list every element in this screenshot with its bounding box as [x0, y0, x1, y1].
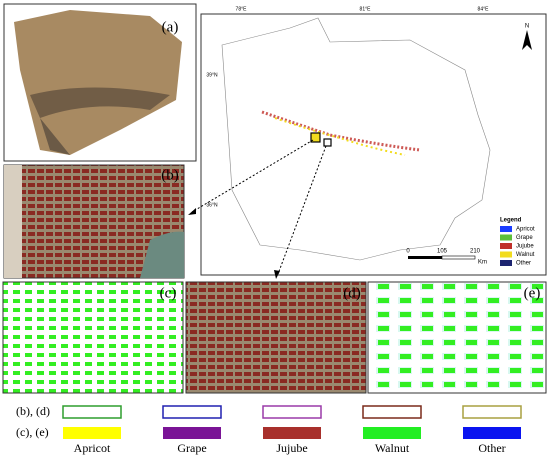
scale-unit: Km — [478, 260, 487, 266]
fill-swatch — [263, 427, 321, 439]
lat-label: 39°N — [206, 72, 218, 78]
scale-label: 0 — [406, 249, 410, 255]
row-label: (b), (d) — [16, 404, 50, 418]
legend-title: Legend — [500, 218, 522, 224]
class-key: (b), (d) (c), (e) Apricot Grape Jujube Waln… — [16, 404, 522, 455]
class-label: Walnut — [375, 441, 410, 455]
legend-swatch — [500, 251, 512, 258]
scale-label: 210 — [470, 249, 481, 255]
legend-swatch — [500, 226, 512, 232]
outline-swatch — [462, 405, 522, 419]
fill-swatch — [463, 427, 521, 439]
legend-label: Apricot — [516, 227, 535, 233]
map-legend: Apricot Grape Jujube Walnut Other — [500, 226, 535, 267]
legend-label: Walnut — [516, 252, 535, 258]
row-label: (c), (e) — [16, 425, 49, 439]
legend-label: Jujube — [516, 244, 534, 250]
panel-b: (b) — [3, 164, 185, 279]
lat-label: 36°N — [206, 202, 218, 208]
legend-label: Other — [516, 261, 531, 267]
fill-swatch — [63, 427, 121, 439]
legend-swatch — [500, 260, 512, 266]
outline-swatch — [362, 405, 422, 419]
outline-swatch — [262, 405, 322, 419]
legend-label: Grape — [516, 235, 533, 241]
class-label: Jujube — [276, 441, 307, 455]
fill-swatch — [363, 427, 421, 439]
panel-label: (d) — [343, 285, 361, 301]
panel-a: (a) — [3, 3, 197, 162]
fill-swatch — [163, 427, 221, 439]
outline-swatch — [62, 405, 122, 419]
lon-label: 84°E — [478, 6, 490, 12]
panel-c: (c) — [2, 281, 184, 394]
class-label: Grape — [177, 441, 206, 455]
leader-lines — [191, 139, 327, 275]
lon-label: 81°E — [360, 6, 372, 12]
class-label: Other — [478, 441, 505, 455]
panel-d: (d) — [185, 281, 367, 394]
class-label: Apricot — [74, 441, 111, 455]
panel-label: (b) — [161, 167, 179, 183]
outline-swatch — [162, 405, 222, 419]
panel-label: (e) — [524, 285, 541, 301]
legend-swatch — [500, 234, 512, 241]
north-arrow — [522, 30, 532, 50]
scale-label: 105 — [437, 249, 448, 255]
legend-swatch — [500, 243, 512, 249]
north-label: N — [525, 24, 529, 30]
overview-map: 78°E 81°E 84°E 39°N 36°N N Legend Aprico… — [200, 6, 547, 276]
panel-label: (a) — [162, 19, 179, 35]
lon-label: 78°E — [236, 6, 248, 12]
panel-e: (e) — [367, 281, 547, 394]
panel-label: (c) — [160, 285, 177, 301]
